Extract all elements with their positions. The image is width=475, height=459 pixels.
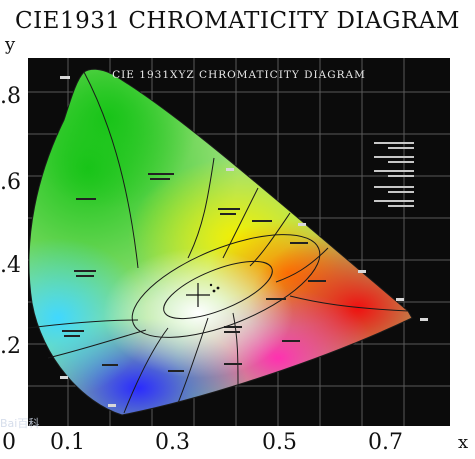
y-axis-letter: y xyxy=(5,34,16,55)
x-axis-letter: x xyxy=(458,432,469,453)
inner-diagram-title: CIE 1931XYZ CHROMATICITY DIAGRAM xyxy=(112,69,366,81)
illuminant-legend-marks xyxy=(374,142,414,207)
diagram-title: CIE1931 CHROMATICITY DIAGRAM xyxy=(15,8,460,34)
y-tick-04: .4 xyxy=(0,253,21,278)
x-tick-03: 0.3 xyxy=(155,430,190,455)
x-tick-07: 0.7 xyxy=(368,430,403,455)
chromaticity-svg xyxy=(28,58,450,426)
chromaticity-plot: CIE 1931XYZ CHROMATICITY DIAGRAM xyxy=(28,58,450,426)
baike-watermark: Bai百科 xyxy=(0,417,40,430)
x-tick-01: 0.1 xyxy=(50,430,85,455)
y-tick-02: .2 xyxy=(0,334,21,359)
y-tick-06: .6 xyxy=(0,170,21,195)
wavelength-tick-marks xyxy=(60,76,428,407)
white-point-crosshair xyxy=(186,283,210,307)
spectral-locus-fill xyxy=(28,69,412,415)
region-boundaries xyxy=(28,68,413,416)
x-tick-0: 0 xyxy=(2,430,16,455)
region-label-marks xyxy=(62,173,326,372)
y-tick-08: .8 xyxy=(0,84,21,109)
white-point-marks xyxy=(209,283,220,293)
x-tick-05: 0.5 xyxy=(262,430,297,455)
